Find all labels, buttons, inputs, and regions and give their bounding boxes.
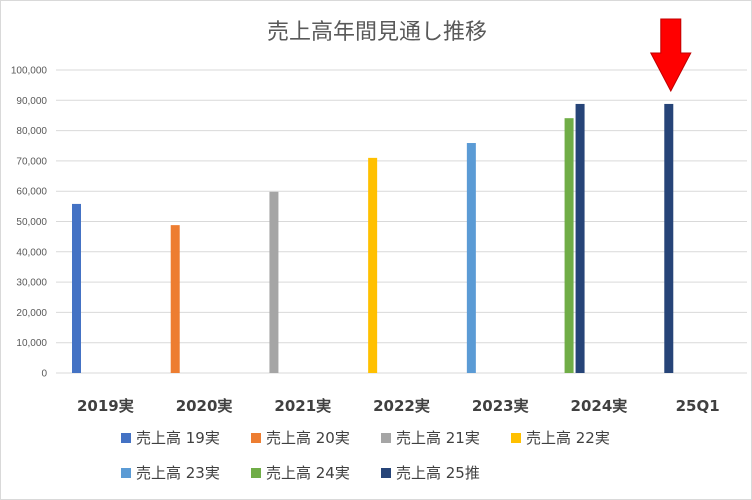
x-tick-label: 2020実	[176, 397, 233, 415]
bar	[170, 225, 180, 373]
x-tick-label: 25Q1	[676, 397, 720, 415]
legend-swatch	[251, 468, 261, 478]
legend-swatch	[121, 468, 131, 478]
gridlines	[56, 69, 747, 374]
annotation	[649, 18, 692, 93]
legend-label: 売上高 21実	[396, 429, 480, 447]
x-tick-label: 2021実	[274, 397, 331, 415]
bar	[664, 103, 674, 373]
x-tick-label: 2019実	[77, 397, 134, 415]
y-tick-label: 70,000	[16, 156, 47, 167]
bar	[72, 203, 81, 373]
x-tick-label: 2023実	[472, 397, 529, 415]
legend-swatch	[381, 468, 391, 478]
y-axis-ticks: 0 10,000 20,000 30,000 40,000 50,000 60,000 70,…	[11, 66, 48, 380]
legend-swatch	[251, 433, 261, 443]
y-tick-label: 0	[41, 369, 47, 380]
bar	[269, 191, 279, 373]
bar	[368, 157, 378, 373]
y-tick-label: 90,000	[16, 96, 47, 107]
legend-swatch	[121, 433, 131, 443]
bar	[466, 143, 476, 373]
x-tick-label: 2024実	[571, 397, 628, 415]
y-tick-label: 60,000	[16, 187, 47, 198]
legend-swatch	[511, 433, 521, 443]
y-tick-label: 10,000	[16, 338, 47, 349]
legend-label: 売上高 20実	[266, 429, 350, 447]
y-tick-label: 40,000	[16, 247, 47, 258]
legend-label: 売上高 19実	[136, 429, 220, 447]
bar	[575, 103, 585, 373]
y-tick-label: 20,000	[16, 308, 47, 319]
x-axis-ticks: 2019実 2020実 2021実 2022実 2023実 2024実 25Q1	[77, 397, 720, 415]
y-tick-label: 30,000	[16, 278, 47, 289]
bar	[564, 118, 574, 373]
down-arrow-icon	[649, 18, 692, 93]
y-tick-label: 80,000	[16, 126, 47, 137]
bars	[72, 103, 674, 373]
chart-title: 売上高年間見通し推移	[267, 20, 487, 45]
y-tick-label: 100,000	[11, 66, 48, 77]
legend-label: 売上高 24実	[266, 464, 350, 482]
x-tick-label: 2022実	[373, 397, 430, 415]
legend-label: 売上高 22実	[526, 429, 610, 447]
legend-swatch	[381, 433, 391, 443]
legend-label: 売上高 25推	[396, 464, 480, 482]
legend-label: 売上高 23実	[136, 464, 220, 482]
y-tick-label: 50,000	[16, 217, 47, 228]
